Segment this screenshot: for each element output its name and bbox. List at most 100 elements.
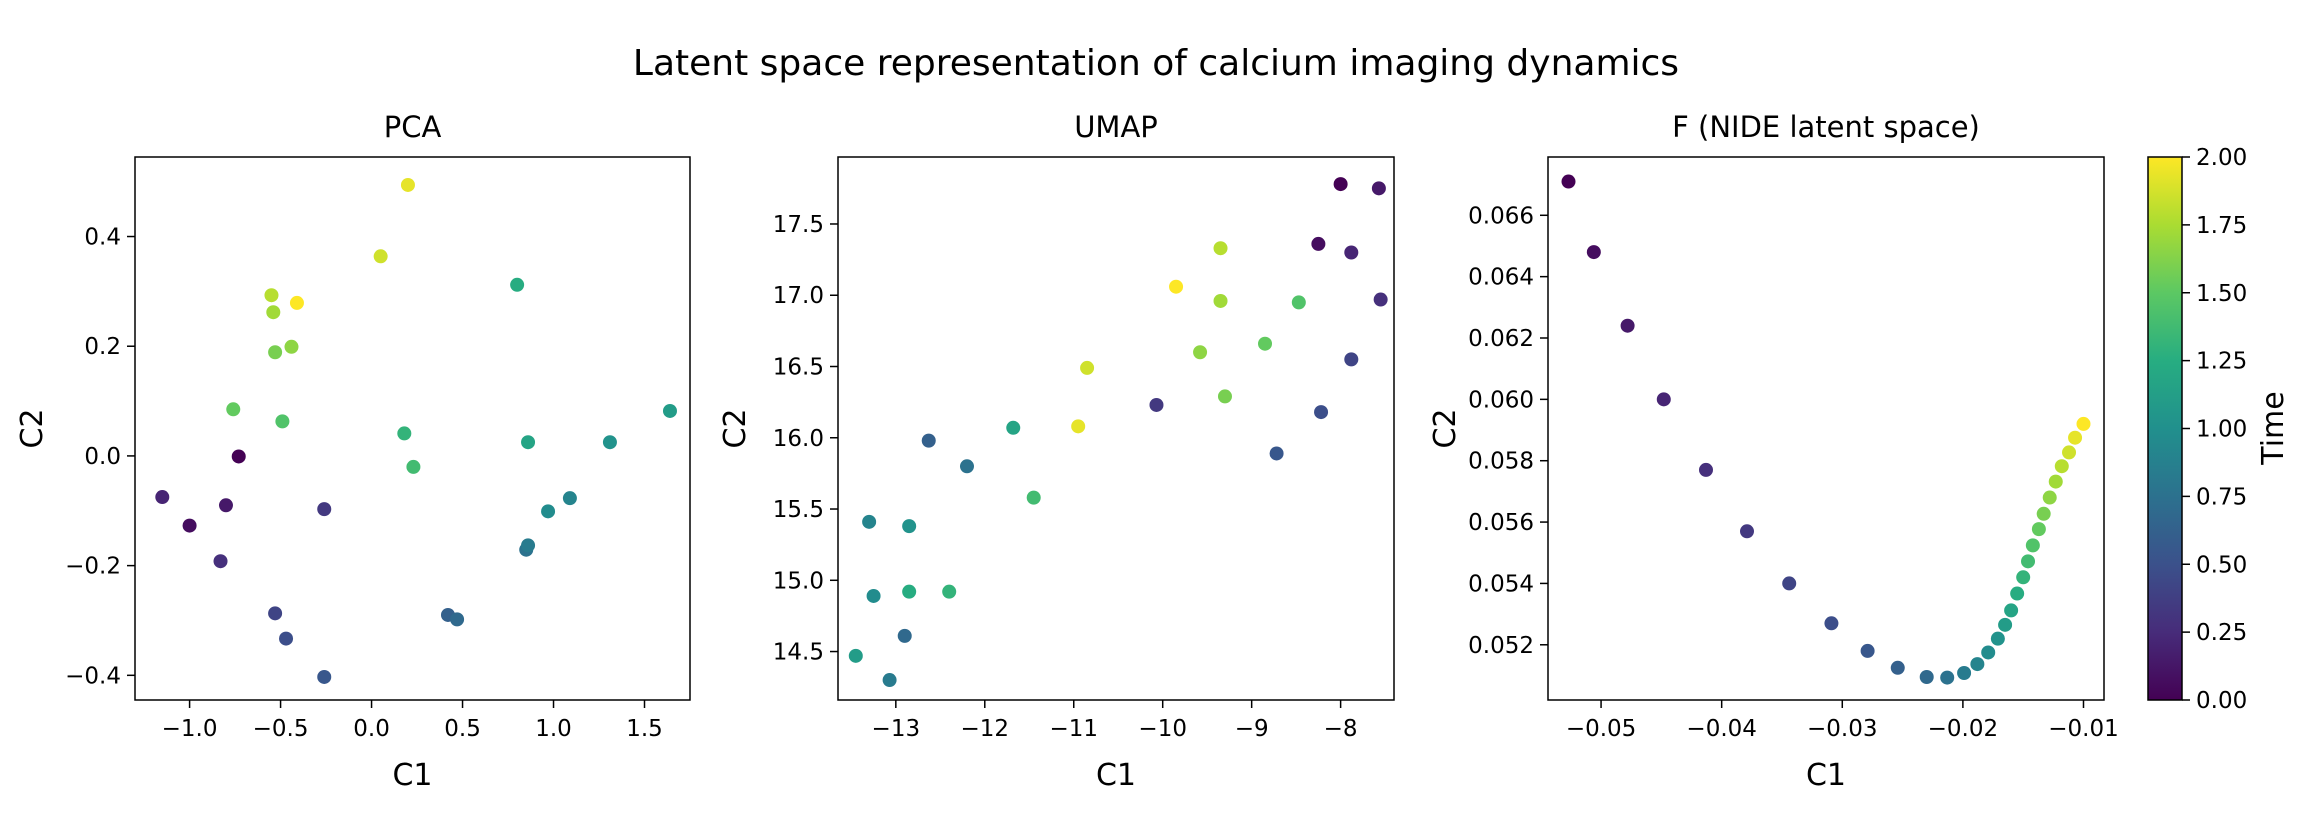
umap-panel: −13 −12 −11 −10 −9 −8 14.5 15.0 15.5 16.0 16.5 17.0…: [718, 110, 1395, 793]
scatter-point: [1990, 631, 2005, 646]
y-tick-label: 16.5: [773, 355, 824, 381]
scatter-point: [866, 588, 881, 603]
scatter-point: [1698, 462, 1713, 477]
y-tick-label: −0.2: [65, 554, 121, 580]
y-tick-label: 17.5: [773, 212, 824, 238]
y-tick-label: 15.0: [773, 568, 824, 594]
scatter-point: [2068, 430, 2083, 445]
scatter-point: [1149, 397, 1164, 412]
y-tick-label: 16.0: [773, 426, 824, 452]
scatter-point: [1314, 405, 1329, 420]
scatter-point: [268, 606, 283, 621]
x-tick-label: −0.01: [2048, 716, 2118, 742]
scatter-point: [289, 295, 304, 310]
nide-panel: −0.05 −0.04 −0.03 −0.02 −0.01 0.052 0.054 0.056…: [1428, 110, 2119, 793]
scatter-point: [1970, 657, 1985, 672]
x-axis-label: C1: [1096, 758, 1136, 793]
scatter-point: [1740, 524, 1755, 539]
scatter-point: [1026, 490, 1041, 505]
x-tick-label: −8: [1324, 716, 1358, 742]
x-tick-label: 1.5: [626, 716, 663, 742]
scatter-point: [1620, 318, 1635, 333]
scatter-point: [2016, 570, 2031, 585]
scatter-point: [510, 277, 525, 292]
scatter-point: [902, 519, 917, 534]
scatter-point: [662, 403, 677, 418]
colorbar: 0.00 0.25 0.50 0.75 1.00 1.25 1.50 1.75 2.00 Tim…: [2147, 145, 2291, 714]
scatter-point: [1371, 181, 1386, 196]
x-tick-label: −0.05: [1566, 716, 1636, 742]
scatter-point: [882, 673, 897, 688]
scatter-point: [2042, 490, 2057, 505]
scatter-point: [1006, 420, 1021, 435]
y-tick-label: −0.4: [65, 663, 121, 689]
y-tick-label: 0.066: [1468, 203, 1534, 229]
y-axis-label: C2: [1428, 408, 1463, 448]
scatter-point: [562, 491, 577, 506]
subplot-title: PCA: [384, 110, 442, 144]
scatter-point: [275, 414, 290, 429]
scatter-point: [1824, 616, 1839, 631]
x-tick-label: −0.5: [253, 716, 309, 742]
colorbar-tick-label: 1.75: [2196, 213, 2247, 239]
plot-frame: [837, 156, 1395, 701]
scatter-point: [231, 449, 246, 464]
subplot-title: UMAP: [1074, 110, 1158, 144]
scatter-point: [959, 459, 974, 474]
x-tick-label: −0.04: [1686, 716, 1756, 742]
scatter-point: [1890, 660, 1905, 675]
scatter-point: [602, 435, 617, 450]
colorbar-tick-label: 0.75: [2196, 484, 2247, 510]
scatter-point: [541, 504, 556, 519]
scatter-point: [1344, 245, 1359, 260]
scatter-point: [1311, 236, 1326, 251]
y-tick-label: 0.0: [84, 444, 121, 470]
scatter-point: [182, 518, 197, 533]
scatter-point: [406, 459, 421, 474]
plot-frame: [1547, 156, 2105, 701]
scatter-point: [1193, 345, 1208, 360]
y-tick-label: 0.056: [1468, 510, 1534, 536]
colorbar-tick-label: 0.50: [2196, 552, 2247, 578]
scatter-point: [218, 498, 233, 513]
colorbar-tick-label: 0.25: [2196, 620, 2247, 646]
scatter-point: [1998, 617, 2013, 632]
colorbar-tick-label: 1.00: [2196, 417, 2247, 443]
y-axis-label: C2: [15, 408, 50, 448]
scatter-point: [848, 648, 863, 663]
figure-title: Latent space representation of calcium i…: [633, 43, 1679, 84]
y-tick-label: 0.054: [1468, 571, 1534, 597]
y-tick-label: 15.5: [773, 497, 824, 523]
scatter-point: [1957, 666, 1972, 681]
scatter-point: [2036, 506, 2051, 521]
scatter-point: [317, 502, 332, 517]
scatter-point: [226, 402, 241, 417]
x-axis-label: C1: [1806, 758, 1846, 793]
scatter-point: [1919, 669, 1934, 684]
scatter-point: [1291, 295, 1306, 310]
scatter-point: [373, 249, 388, 264]
colorbar-gradient: [2148, 157, 2182, 700]
subplot-title: F (NIDE latent space): [1672, 110, 1980, 144]
x-tick-label: −0.03: [1807, 716, 1877, 742]
scatter-point: [1217, 389, 1232, 404]
scatter-point: [862, 514, 877, 529]
scatter-point: [1656, 392, 1671, 407]
scatter-point: [897, 628, 912, 643]
y-tick-label: 0.058: [1468, 449, 1534, 475]
y-tick-label: 14.5: [773, 640, 824, 666]
x-axis-label: C1: [392, 758, 432, 793]
scatter-point: [266, 305, 281, 320]
scatter-point: [279, 631, 294, 646]
y-tick-label: 0.064: [1468, 265, 1534, 291]
colorbar-tick-label: 1.25: [2196, 349, 2247, 375]
colorbar-tick-label: 2.00: [2196, 145, 2247, 171]
scatter-point: [400, 177, 415, 192]
scatter-point: [317, 669, 332, 684]
scatter-point: [1586, 245, 1601, 260]
scatter-point: [155, 490, 170, 505]
scatter-point: [942, 584, 957, 599]
scatter-point: [2004, 603, 2019, 618]
scatter-point: [2021, 554, 2036, 569]
y-tick-label: 17.0: [773, 283, 824, 309]
